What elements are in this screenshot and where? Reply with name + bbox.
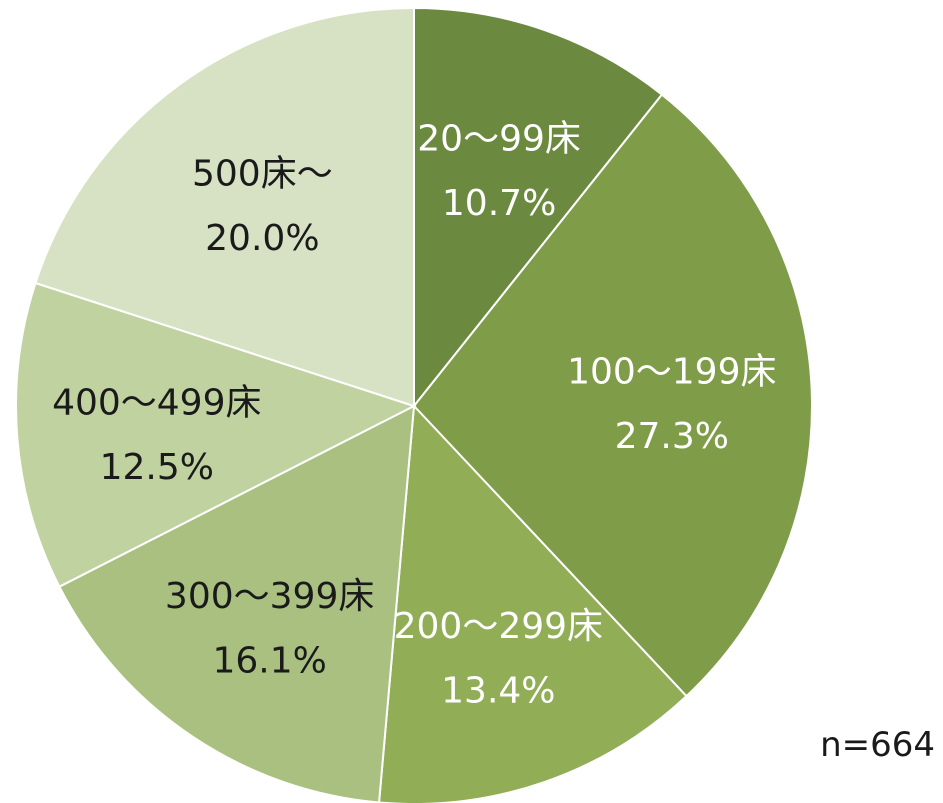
slice-category-label-0: 20～99床	[417, 119, 581, 160]
pie-slice-4	[15, 281, 417, 589]
pie-slice-2	[377, 403, 688, 803]
slice-category-label-1: 100～199床	[567, 352, 776, 393]
slice-percent-label-3: 16.1%	[212, 641, 326, 682]
slice-category-label-5: 500床～	[192, 153, 333, 194]
slice-percent-label-4: 12.5%	[100, 447, 214, 488]
slice-percent-label-5: 20.0%	[205, 218, 319, 259]
slice-category-label-2: 200～299床	[394, 606, 603, 647]
slice-percent-label-2: 13.4%	[441, 671, 555, 712]
sample-size-note: n=664	[820, 725, 935, 765]
slice-percent-label-0: 10.7%	[442, 183, 556, 224]
slice-category-label-3: 300～399床	[165, 576, 374, 617]
pie-slice-5	[34, 6, 415, 408]
pie-slice-0	[413, 6, 664, 409]
pie-slice-1	[412, 93, 814, 698]
pie-slices	[15, 6, 814, 803]
slice-category-label-4: 400～499床	[52, 382, 261, 423]
pie-labels: 20～99床 10.7% 100～199床 27.3% 200～299床 13.4% 300…	[52, 119, 776, 712]
slice-percent-label-1: 27.3%	[615, 416, 729, 457]
pie-slice-3	[58, 404, 416, 803]
